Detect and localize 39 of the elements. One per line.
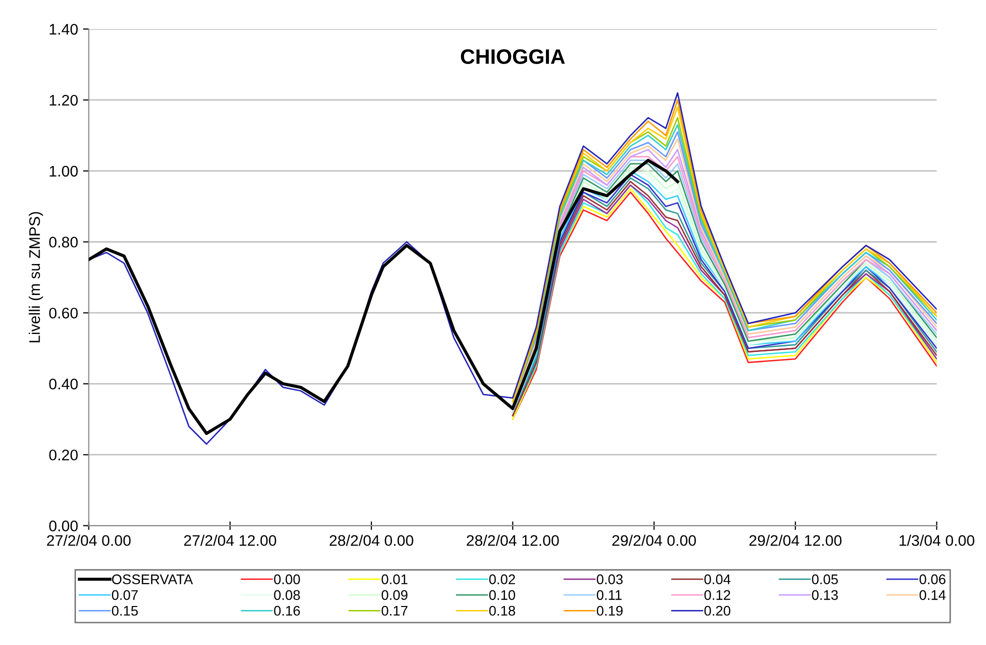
y-axis-title: Livelli (m su ZMPS): [28, 212, 44, 342]
legend-label: 0.03: [596, 574, 623, 584]
y-tick-label: 1.00: [50, 166, 78, 177]
legend-label: 0.02: [489, 574, 515, 584]
y-tick-label: 0.80: [49, 236, 78, 248]
legend-label: 0.06: [920, 574, 946, 584]
legend-label: 0.07: [112, 590, 138, 600]
legend-label: 0.17: [382, 606, 408, 616]
legend-label: 0.18: [489, 606, 516, 616]
legend-label: OSSERVATA: [112, 574, 193, 584]
x-tick-label: 1/3/04 0.00: [900, 534, 974, 546]
y-tick-label: 1.20: [50, 94, 78, 106]
legend-label: 0.01: [382, 574, 408, 584]
y-tick-label: 0.20: [49, 450, 78, 460]
x-tick-label: 29/2/04 12.00: [749, 534, 842, 546]
legend-label: 0.10: [489, 590, 516, 600]
x-tick-label: 27/2/04 12.00: [184, 534, 276, 546]
x-tick-label: 29/2/04 0.00: [612, 534, 696, 546]
legend-label: 0.12: [704, 590, 730, 600]
y-tick-label: 0.40: [49, 378, 78, 390]
y-tick-label: 1.40: [50, 24, 78, 35]
legend-label: 0.05: [812, 574, 838, 584]
x-tick-label: 28/2/04 12.00: [466, 534, 559, 546]
legend-label: 0.08: [274, 590, 300, 600]
legend-label: 0.19: [596, 606, 623, 616]
legend-label: 0.09: [382, 590, 408, 600]
legend-label: 0.00: [274, 574, 300, 584]
y-tick-label: 0.60: [49, 308, 78, 319]
legend-label: 0.16: [274, 606, 300, 616]
x-tick-label: 28/2/04 0.00: [330, 534, 414, 546]
x-tick-label: 27/2/04 0.00: [47, 534, 131, 546]
y-tick-label: 0.00: [49, 520, 78, 532]
legend-label: 0.14: [920, 590, 946, 600]
legend-label: 0.13: [812, 590, 838, 600]
legend-label: 0.15: [112, 606, 138, 616]
legend-label: 0.11: [596, 590, 622, 600]
text: CHIOGGIA: [460, 49, 565, 64]
legend-label: 0.04: [704, 574, 730, 584]
legend-label: 0.20: [704, 606, 730, 616]
